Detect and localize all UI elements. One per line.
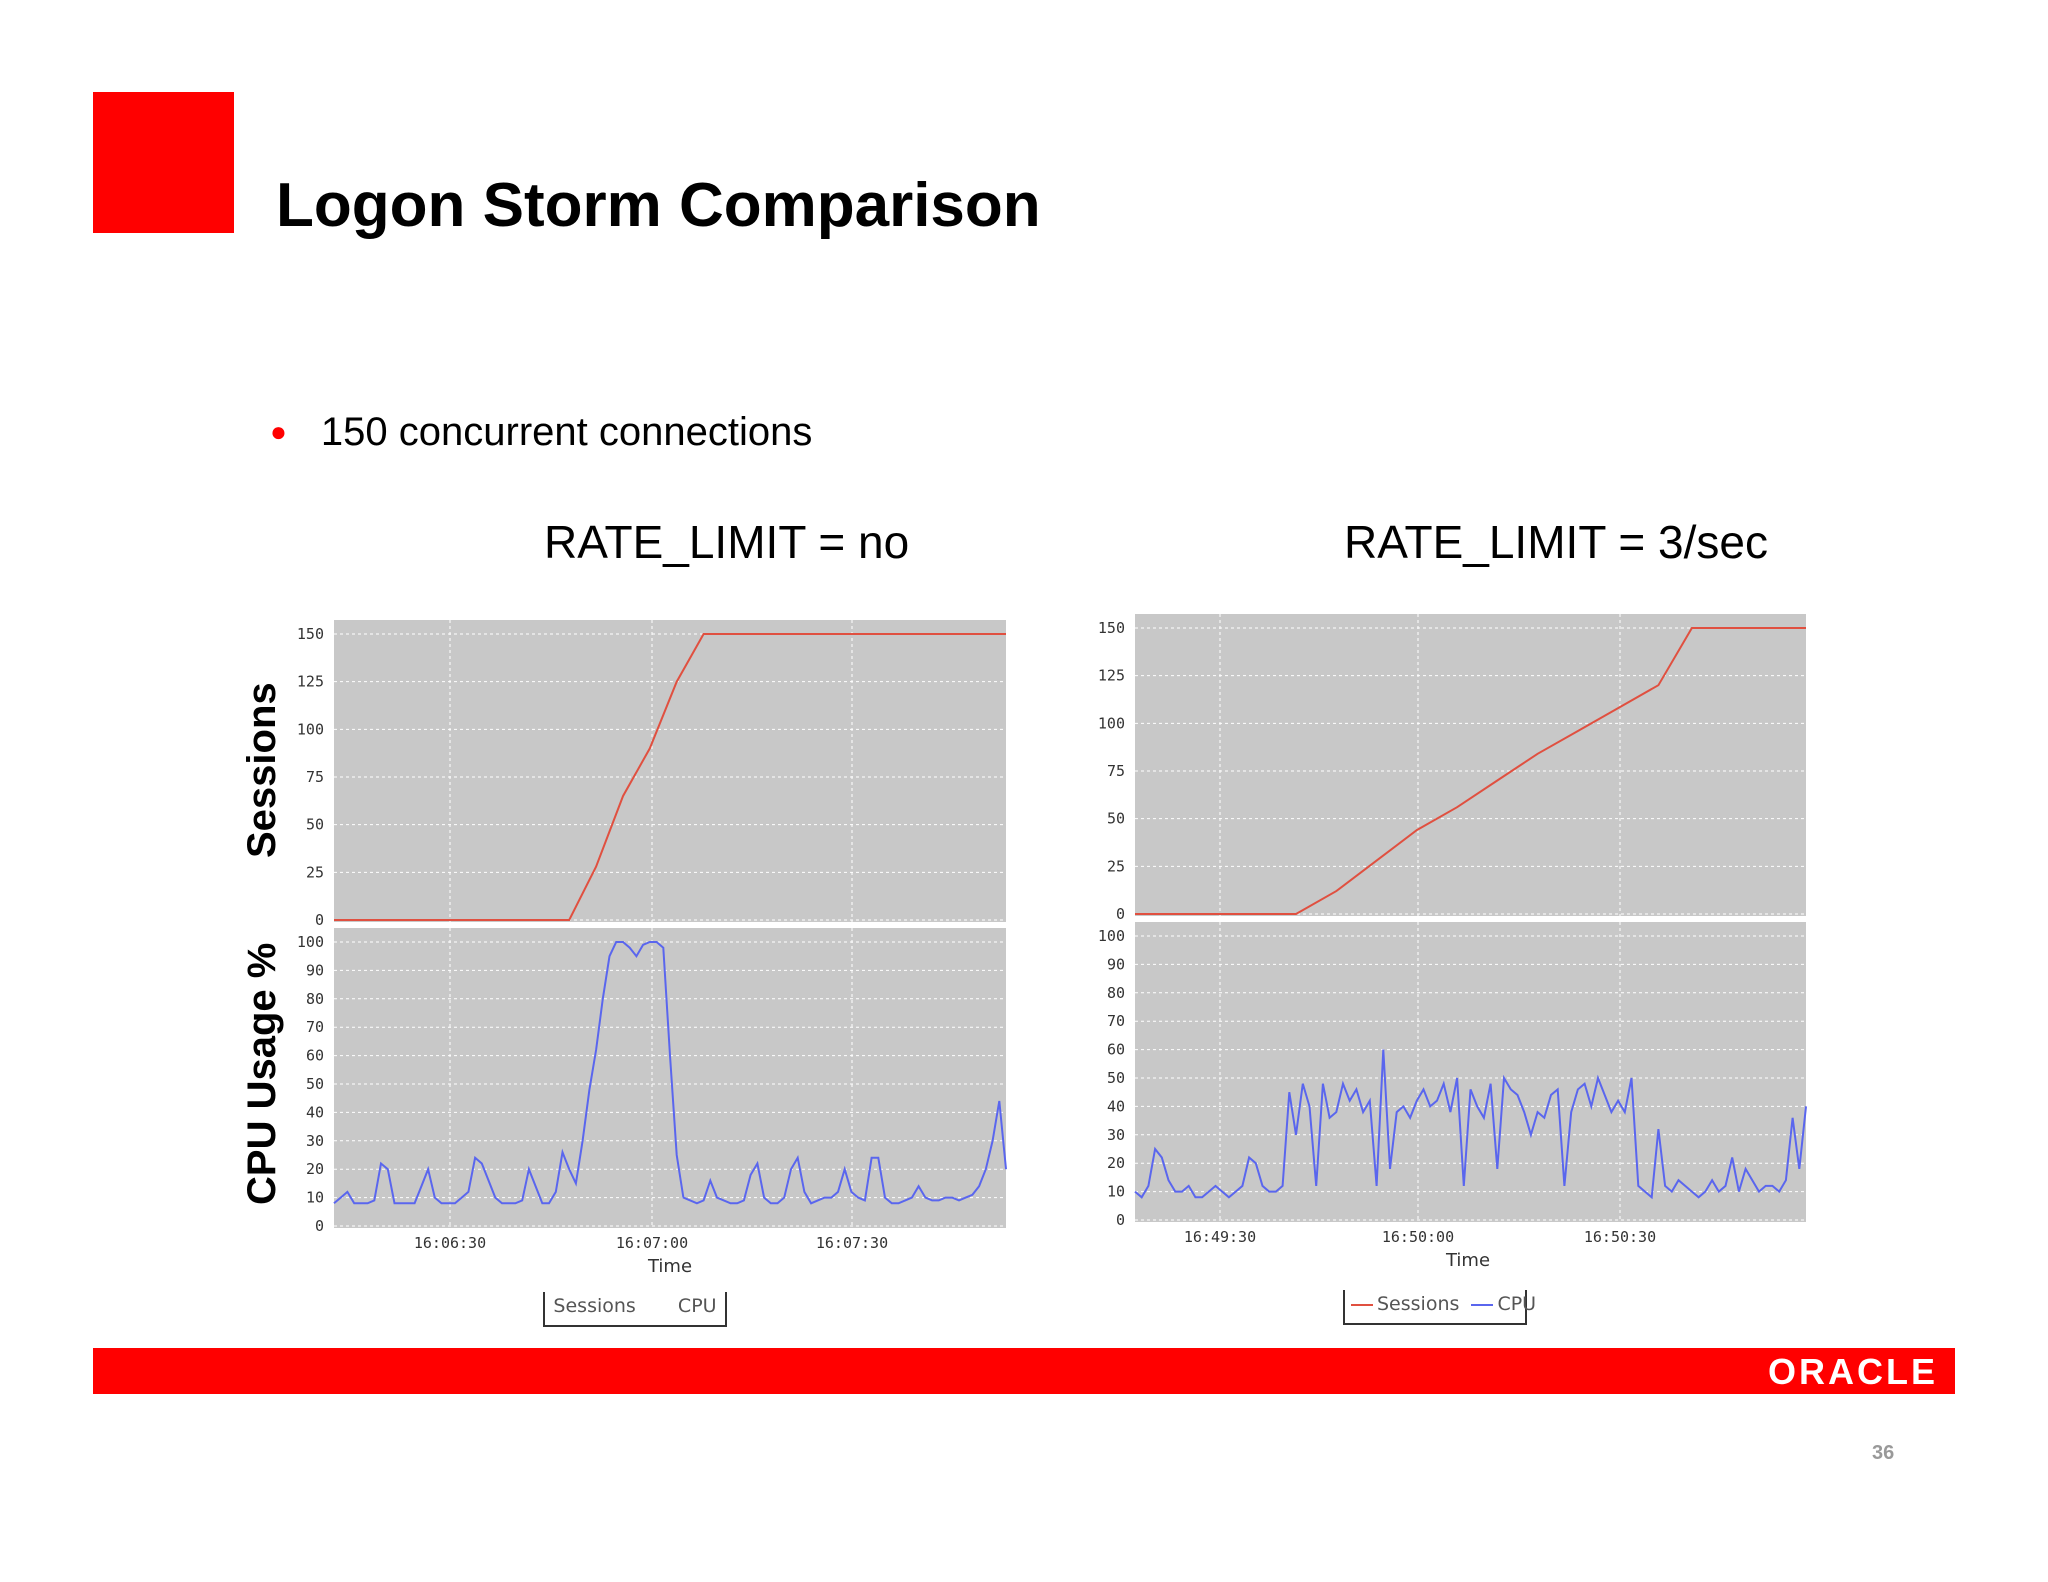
bullet-text: 150 concurrent connections bbox=[320, 410, 813, 454]
y-tick-label: 80 bbox=[306, 990, 324, 1008]
oracle-logo: ORACLE bbox=[1768, 1351, 1938, 1392]
y-tick-label: 20 bbox=[306, 1160, 324, 1178]
chart0-cpu-plot-area bbox=[334, 928, 1006, 1228]
y-tick-label: 90 bbox=[306, 961, 324, 979]
y-tick-label: 10 bbox=[1107, 1183, 1125, 1201]
y-tick-label: 0 bbox=[315, 1217, 324, 1235]
y-tick-label: 70 bbox=[1107, 1012, 1125, 1030]
x-tick-label: 16:06:30 bbox=[414, 1234, 486, 1252]
chart1-series-sessions-line bbox=[1135, 627, 1806, 915]
y-tick-label: 50 bbox=[306, 816, 324, 834]
y-tick-label: 150 bbox=[297, 625, 324, 643]
y-tick-label: 60 bbox=[306, 1047, 324, 1065]
y-tick-label: 50 bbox=[306, 1075, 324, 1093]
chart1-sessions-plot-area bbox=[1135, 614, 1806, 916]
x-tick-label: 16:07:30 bbox=[816, 1234, 888, 1252]
y-tick-label: 50 bbox=[1107, 1069, 1125, 1087]
chart1-cpu-plot-area bbox=[1135, 922, 1806, 1222]
y-tick-label: 20 bbox=[1107, 1154, 1125, 1172]
y-tick-label: 40 bbox=[306, 1103, 324, 1121]
brand-square bbox=[93, 92, 234, 233]
y-tick-label: 150 bbox=[1098, 619, 1125, 637]
y-tick-label: 25 bbox=[306, 863, 324, 881]
x-tick-label: 16:50:00 bbox=[1382, 1228, 1454, 1246]
chart-right-legend: Sessions CPU bbox=[1343, 1290, 1536, 1325]
y-tick-label: 40 bbox=[1107, 1097, 1125, 1115]
y-tick-label: 100 bbox=[1098, 714, 1125, 732]
y-tick-label: 90 bbox=[1107, 955, 1125, 973]
chart1-series-cpu-line bbox=[1134, 1049, 1807, 1200]
y-tick-label: 30 bbox=[1107, 1126, 1125, 1144]
page-title: Logon Storm Comparison bbox=[276, 171, 1041, 240]
chart0-series-cpu-line bbox=[333, 941, 1007, 1205]
x-axis-label: Time bbox=[1445, 1250, 1490, 1271]
x-tick-label: 16:49:30 bbox=[1184, 1228, 1256, 1246]
chart0-series-sessions-line bbox=[334, 633, 1006, 921]
y-tick-label: 80 bbox=[1107, 984, 1125, 1002]
y-tick-label: 50 bbox=[1107, 810, 1125, 828]
legend-sessions-swatch bbox=[1351, 1303, 1373, 1306]
legend-sessions-label: Sessions bbox=[553, 1295, 636, 1317]
legend-cpu-label: CPU bbox=[1497, 1293, 1537, 1315]
chart-right-caption: RATE_LIMIT = 3/sec bbox=[1344, 516, 1768, 568]
bullet-dot: ● bbox=[270, 416, 287, 447]
y-tick-label: 100 bbox=[1098, 927, 1125, 945]
y-tick-label: 30 bbox=[306, 1132, 324, 1150]
x-tick-label: 16:50:30 bbox=[1584, 1228, 1656, 1246]
y-tick-label: 125 bbox=[1098, 667, 1125, 685]
x-axis-label: Time bbox=[647, 1256, 692, 1277]
footer-bar bbox=[93, 1348, 1955, 1394]
chart-left-caption: RATE_LIMIT = no bbox=[544, 516, 910, 568]
chart-left-legend: Sessions CPU bbox=[543, 1292, 727, 1327]
legend-sessions-label: Sessions bbox=[1377, 1293, 1460, 1315]
legend-cpu-label: CPU bbox=[677, 1295, 717, 1317]
x-tick-label: 16:07:00 bbox=[616, 1234, 688, 1252]
bullet-item: ● 150 concurrent connections bbox=[270, 410, 812, 455]
legend-cpu-swatch bbox=[1471, 1303, 1494, 1306]
y-tick-label: 25 bbox=[1107, 857, 1125, 875]
y-tick-label: 10 bbox=[306, 1189, 324, 1207]
y-tick-label: 0 bbox=[1116, 905, 1125, 923]
chart0-sessions-plot-area bbox=[334, 620, 1006, 922]
y-tick-label: 125 bbox=[297, 673, 324, 691]
y-tick-label: 70 bbox=[306, 1018, 324, 1036]
y-tick-label: 0 bbox=[315, 911, 324, 929]
y-tick-label: 60 bbox=[1107, 1041, 1125, 1059]
y-tick-label: 100 bbox=[297, 933, 324, 951]
y-tick-label: 75 bbox=[306, 768, 324, 786]
y-tick-label: 75 bbox=[1107, 762, 1125, 780]
y-tick-label: 0 bbox=[1116, 1211, 1125, 1229]
y-tick-label: 100 bbox=[297, 720, 324, 738]
page-number: 36 bbox=[1872, 1442, 1895, 1464]
